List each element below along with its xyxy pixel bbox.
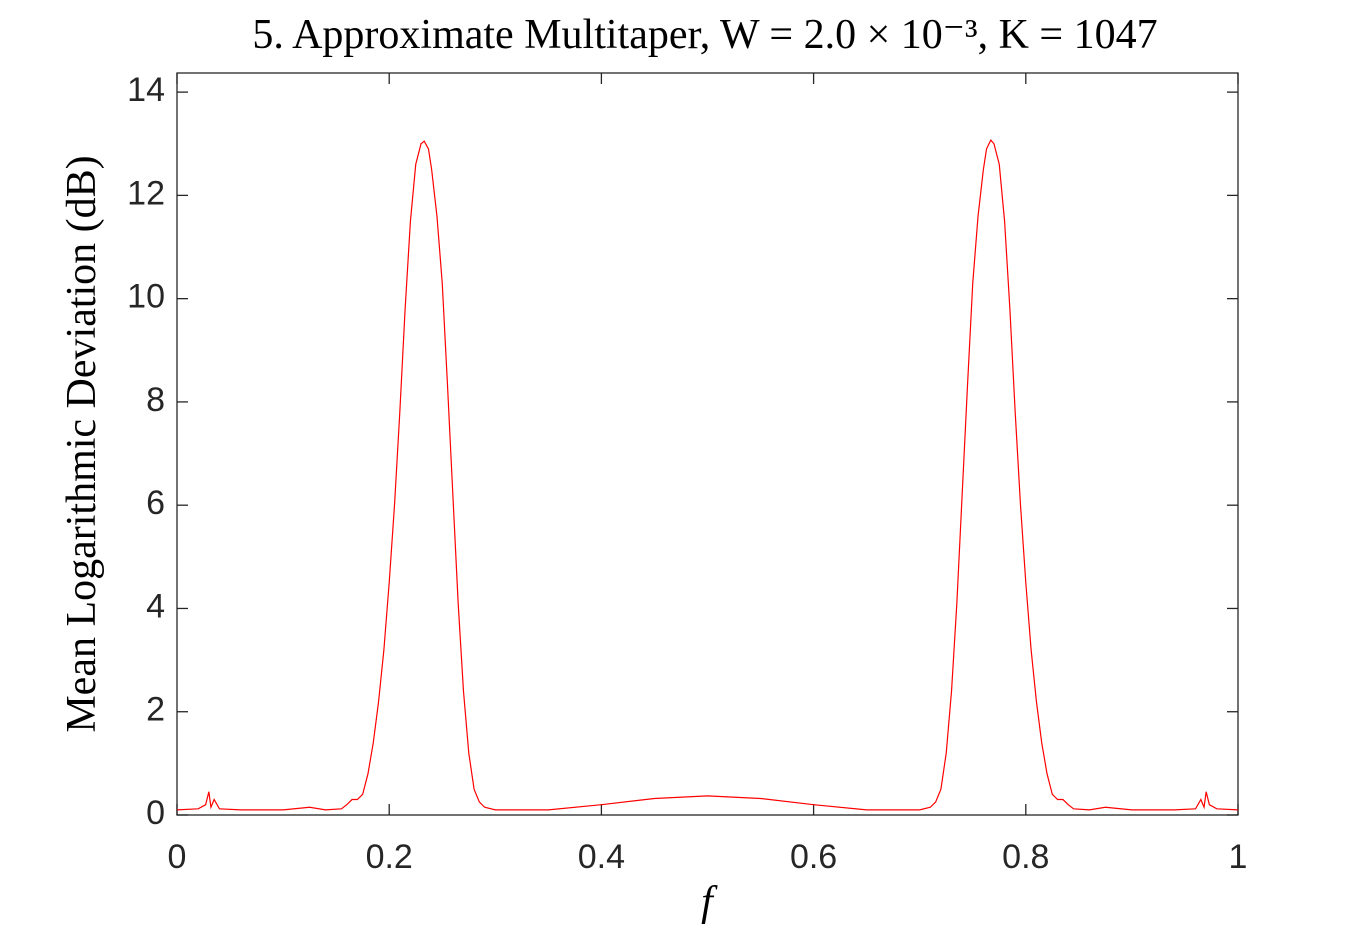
y-tick-label: 0 [146,794,165,832]
y-tick-label: 2 [146,691,165,729]
x-tick-label: 0.4 [578,838,625,876]
data-line [176,139,1239,811]
x-tick-label: 0.2 [366,838,413,876]
y-tick-label: 12 [127,174,165,212]
plot-area [176,72,1239,816]
chart-title: 5. Approximate Multitaper, W = 2.0 × 10⁻… [252,12,1157,58]
x-axis-label: f [701,879,718,925]
y-tick-label: 14 [127,71,165,109]
y-tick-label: 10 [127,278,165,316]
x-tick-label: 0 [168,838,187,876]
x-tick-label: 1 [1229,838,1248,876]
y-tick-label: 6 [146,484,165,522]
y-tick-label: 8 [146,381,165,419]
y-tick-label: 4 [146,587,165,625]
x-tick-label: 0.8 [1002,838,1049,876]
y-axis-label: Mean Logarithmic Deviation (dB) [59,155,105,732]
x-tick-label: 0.6 [790,838,837,876]
